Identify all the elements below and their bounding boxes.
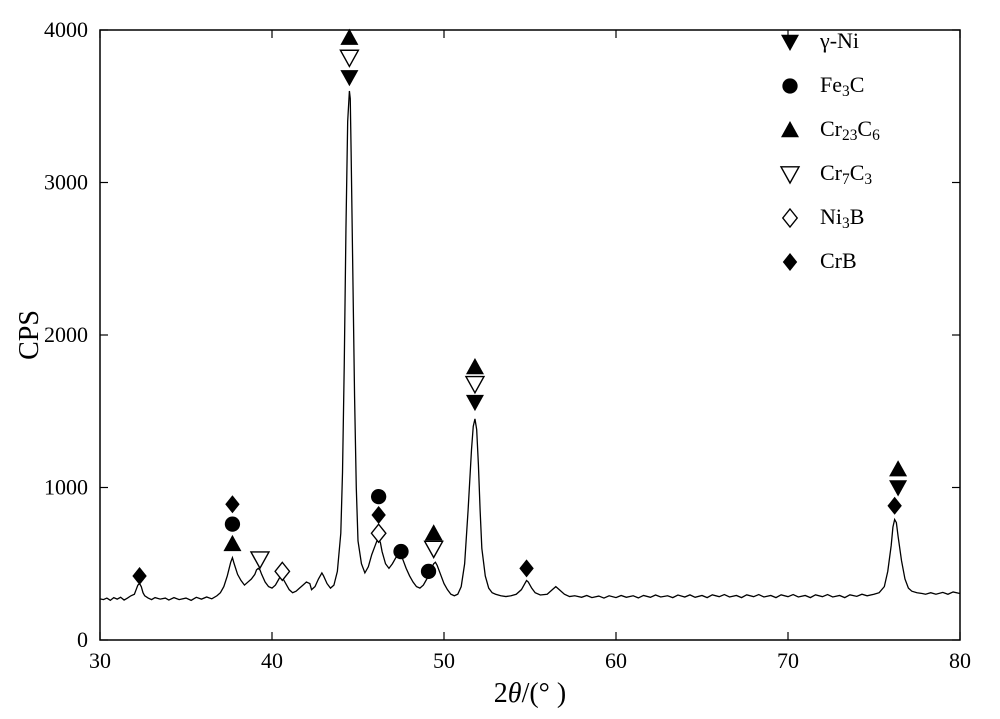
x-tick-label: 50 <box>433 648 455 673</box>
legend-label: γ-Ni <box>819 28 859 53</box>
xrd-chart: 30 40 50 60 70 80 0 1000 2000 3000 4000 2θ/(° ) CPS γ… <box>0 0 1000 719</box>
y-tick-label: 3000 <box>44 170 88 195</box>
marker-circle_filled <box>421 564 436 579</box>
legend-label: CrB <box>820 248 857 273</box>
x-tick-label: 30 <box>89 648 111 673</box>
y-tick-label: 1000 <box>44 475 88 500</box>
marker-circle_filled <box>371 489 386 504</box>
marker-circle_filled <box>225 516 240 531</box>
x-tick-label: 40 <box>261 648 283 673</box>
y-axis-label: CPS <box>14 310 45 360</box>
x-tick-label: 80 <box>949 648 971 673</box>
x-tick-label: 60 <box>605 648 627 673</box>
y-tick-label: 2000 <box>44 322 88 347</box>
x-axis-label: 2θ/(° ) <box>494 678 566 709</box>
y-tick-label: 0 <box>77 627 88 652</box>
marker-circle_filled <box>782 78 797 93</box>
marker-circle_filled <box>393 544 408 559</box>
y-tick-label: 4000 <box>44 17 88 42</box>
x-tick-label: 70 <box>777 648 799 673</box>
